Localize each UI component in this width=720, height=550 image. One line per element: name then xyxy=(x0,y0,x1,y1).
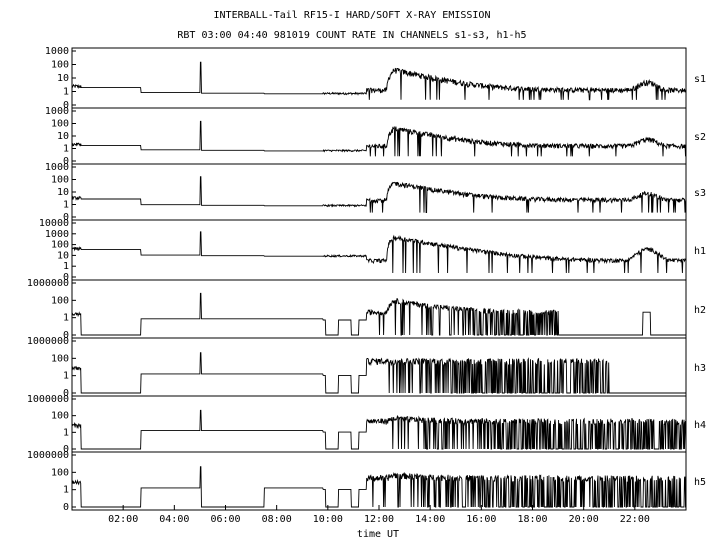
y-tick-label: 0 xyxy=(63,388,69,399)
y-tick-label: 0 xyxy=(63,272,69,283)
y-tick-label: 100 xyxy=(51,119,69,130)
chart-subtitle: RBT 03:00 04:40 981019 COUNT RATE IN CHA… xyxy=(177,30,526,41)
series-line-s2 xyxy=(71,120,687,157)
channel-label-h3: h3 xyxy=(694,363,706,374)
x-tick-label: 20:00 xyxy=(569,514,599,525)
y-tick-label: 1 xyxy=(63,485,69,496)
series-line-s3 xyxy=(71,176,687,214)
y-tick-label: 1 xyxy=(63,200,69,211)
x-tick-label: 10:00 xyxy=(313,514,343,525)
y-tick-label: 1 xyxy=(63,87,69,98)
y-tick-label: 1000 xyxy=(45,229,69,240)
y-tick-label: 1000000 xyxy=(27,450,69,461)
y-tick-label: 1 xyxy=(63,427,69,438)
channel-label-s2: s2 xyxy=(694,132,706,143)
channel-label-h5: h5 xyxy=(694,477,706,488)
x-tick-label: 14:00 xyxy=(415,514,445,525)
y-tick-label: 10 xyxy=(57,131,69,142)
x-tick-label: 04:00 xyxy=(159,514,189,525)
x-tick-label: 08:00 xyxy=(262,514,292,525)
y-tick-label: 100 xyxy=(51,240,69,251)
y-tick-label: 10 xyxy=(57,187,69,198)
y-tick-label: 0 xyxy=(63,100,69,111)
panel-stack: 10001001010s110001001010s210001001010s31… xyxy=(27,46,706,513)
y-tick-label: 1 xyxy=(63,261,69,272)
x-tick-label: 16:00 xyxy=(466,514,496,525)
y-tick-label: 100 xyxy=(51,467,69,478)
series-line-h4 xyxy=(71,409,687,450)
y-tick-label: 0 xyxy=(63,156,69,167)
y-tick-label: 1 xyxy=(63,313,69,324)
y-tick-label: 1000000 xyxy=(27,278,69,289)
y-tick-label: 100 xyxy=(51,411,69,422)
series-line-h5 xyxy=(71,466,686,508)
channel-label-s3: s3 xyxy=(694,188,706,199)
x-tick-label: 02:00 xyxy=(108,514,138,525)
panel-h3: 1000000 100 1 0 h3 xyxy=(27,336,706,399)
panel-frame xyxy=(71,163,687,221)
series-line-h1 xyxy=(71,231,687,274)
y-tick-label: 10000 xyxy=(39,218,69,229)
y-tick-label: 1000000 xyxy=(27,336,69,347)
x-axis-label: time UT xyxy=(357,529,399,540)
panel-h5: 1000000 100 1 0 h5 xyxy=(27,450,706,513)
y-tick-label: 1000 xyxy=(45,106,69,117)
y-tick-label: 0 xyxy=(63,444,69,455)
panel-frame xyxy=(71,47,687,109)
series-line-s1 xyxy=(71,61,687,101)
x-axis: 02:00 04:00 06:00 08:00 10:00 12:00 14:00 16:00… xyxy=(108,505,650,525)
y-tick-label: 1 xyxy=(63,371,69,382)
series-line-h3 xyxy=(71,352,686,394)
series-line-h2 xyxy=(71,292,686,336)
y-tick-label: 100 xyxy=(51,353,69,364)
channel-label-h4: h4 xyxy=(694,420,706,431)
panel-frame xyxy=(71,107,687,165)
y-tick-label: 0 xyxy=(63,330,69,341)
y-tick-label: 100 xyxy=(51,175,69,186)
channel-label-h1: h1 xyxy=(694,246,706,257)
y-tick-label: 1000 xyxy=(45,46,69,57)
chart-title: INTERBALL-Tail RF15-I HARD/SOFT X-RAY EM… xyxy=(214,10,491,21)
y-tick-label: 100 xyxy=(51,60,69,71)
x-tick-label: 12:00 xyxy=(364,514,394,525)
y-tick-label: 10 xyxy=(57,250,69,261)
y-tick-label: 100 xyxy=(51,295,69,306)
panel-h2: 1000000 100 1 0 h2 xyxy=(27,278,706,341)
y-tick-label: 1 xyxy=(63,144,69,155)
channel-label-h2: h2 xyxy=(694,305,706,316)
x-tick-label: 22:00 xyxy=(620,514,650,525)
y-tick-label: 1000000 xyxy=(27,394,69,405)
x-tick-label: 06:00 xyxy=(210,514,240,525)
panel-h4: 1000000 100 1 0 h4 xyxy=(27,394,706,455)
y-tick-label: 10 xyxy=(57,73,69,84)
channel-label-s1: s1 xyxy=(694,74,706,85)
y-tick-label: 0 xyxy=(63,502,69,513)
x-tick-label: 18:00 xyxy=(517,514,547,525)
y-tick-label: 1000 xyxy=(45,162,69,173)
y-tick-label: 0 xyxy=(63,212,69,223)
